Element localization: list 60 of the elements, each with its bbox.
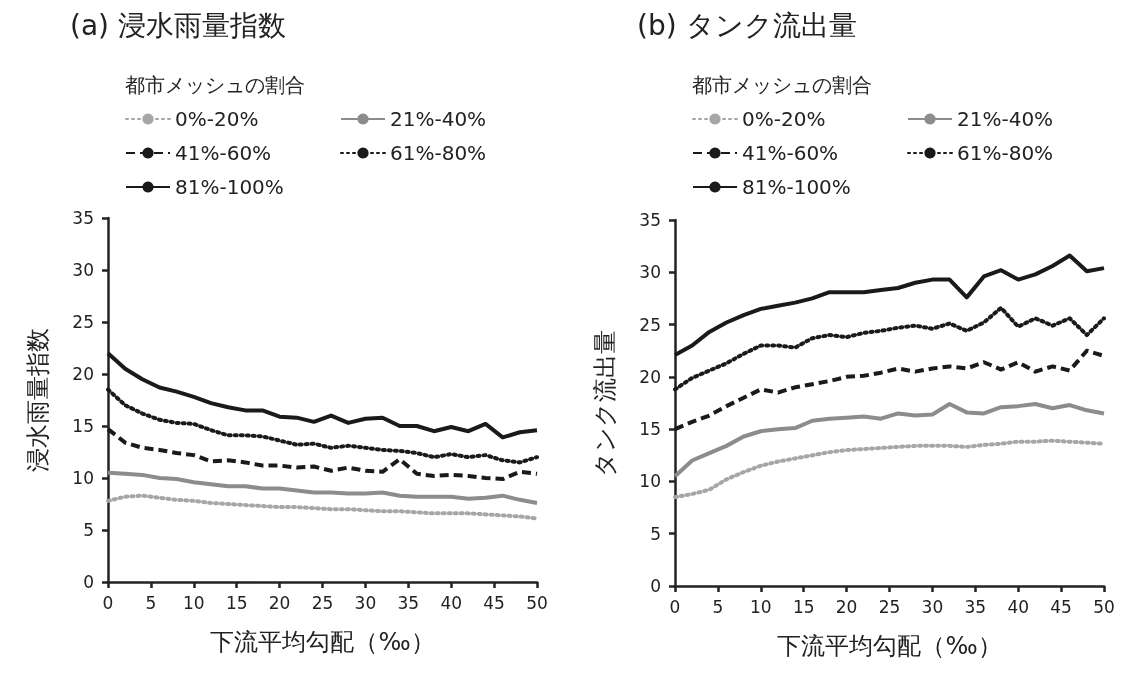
y-tick-label: 0 [650, 576, 661, 596]
y-axis-title: タンク流出量 [591, 329, 619, 477]
line-series [673, 402, 1106, 479]
y-tick-label: 35 [72, 208, 94, 228]
legend-label: 81%-100% [175, 175, 284, 199]
x-tick-label: 10 [182, 592, 205, 613]
line-series [106, 470, 539, 505]
y-tick-label: 20 [639, 366, 661, 387]
y-axis-title: 浸水雨量指数 [24, 328, 52, 472]
y-tick-label: 25 [72, 312, 94, 332]
y-tick-label: 30 [72, 260, 94, 280]
line-series [106, 493, 539, 521]
legend-label: 61%-80% [390, 141, 487, 165]
x-tick-label: 25 [878, 596, 901, 617]
x-tick-label: 40 [440, 592, 463, 613]
x-tick-label: 0 [669, 596, 681, 617]
legend-label: 21%-40% [957, 107, 1054, 131]
legend-label: 41%-60% [175, 141, 272, 165]
x-tick-label: 0 [102, 592, 114, 613]
x-tick-label: 10 [749, 596, 772, 617]
x-tick-label: 45 [1050, 596, 1072, 617]
y-tick-label: 0 [83, 572, 94, 592]
x-tick-label: 25 [311, 592, 334, 613]
legend-title: 都市メッシュの割合 [692, 73, 872, 97]
x-tick-label: 20 [835, 596, 858, 617]
x-tick-label: 20 [268, 592, 291, 613]
legend-label: 81%-100% [742, 175, 851, 199]
y-tick-label: 20 [72, 364, 94, 384]
y-tick-label: 25 [639, 314, 661, 335]
legend-title: 都市メッシュの割合 [125, 73, 305, 97]
x-tick-label: 5 [145, 592, 157, 613]
x-tick-label: 50 [526, 592, 548, 613]
legend-label: 21%-40% [390, 107, 487, 131]
x-tick-label: 40 [1007, 596, 1030, 617]
line-series [673, 438, 1106, 500]
legend-label: 61%-80% [957, 141, 1054, 165]
y-tick-label: 5 [650, 523, 661, 544]
x-tick-label: 45 [483, 592, 505, 613]
x-tick-label: 35 [964, 596, 987, 617]
x-tick-label: 5 [712, 596, 724, 617]
legend-label: 41%-60% [742, 141, 839, 165]
x-axis-title: 下流平均勾配（‰） [777, 632, 1002, 660]
legend-label: 0%-20% [175, 107, 259, 131]
x-tick-label: 15 [225, 592, 248, 613]
x-axis-title: 下流平均勾配（‰） [210, 628, 435, 656]
chart-title: (a) 浸水雨量指数 [70, 8, 286, 42]
y-tick-label: 5 [83, 520, 94, 540]
y-tick-label: 35 [639, 210, 661, 230]
x-tick-label: 50 [1093, 596, 1115, 617]
x-tick-label: 15 [792, 596, 815, 617]
x-tick-label: 35 [397, 592, 420, 613]
legend-label: 0%-20% [742, 107, 826, 131]
x-tick-label: 30 [354, 592, 377, 613]
y-tick-label: 10 [639, 471, 661, 492]
chart-title: (b) タンク流出量 [637, 8, 857, 42]
y-tick-label: 30 [639, 262, 661, 283]
y-tick-label: 15 [639, 419, 661, 440]
y-tick-label: 15 [72, 416, 94, 436]
y-tick-label: 10 [72, 468, 94, 488]
x-tick-label: 30 [921, 596, 944, 617]
